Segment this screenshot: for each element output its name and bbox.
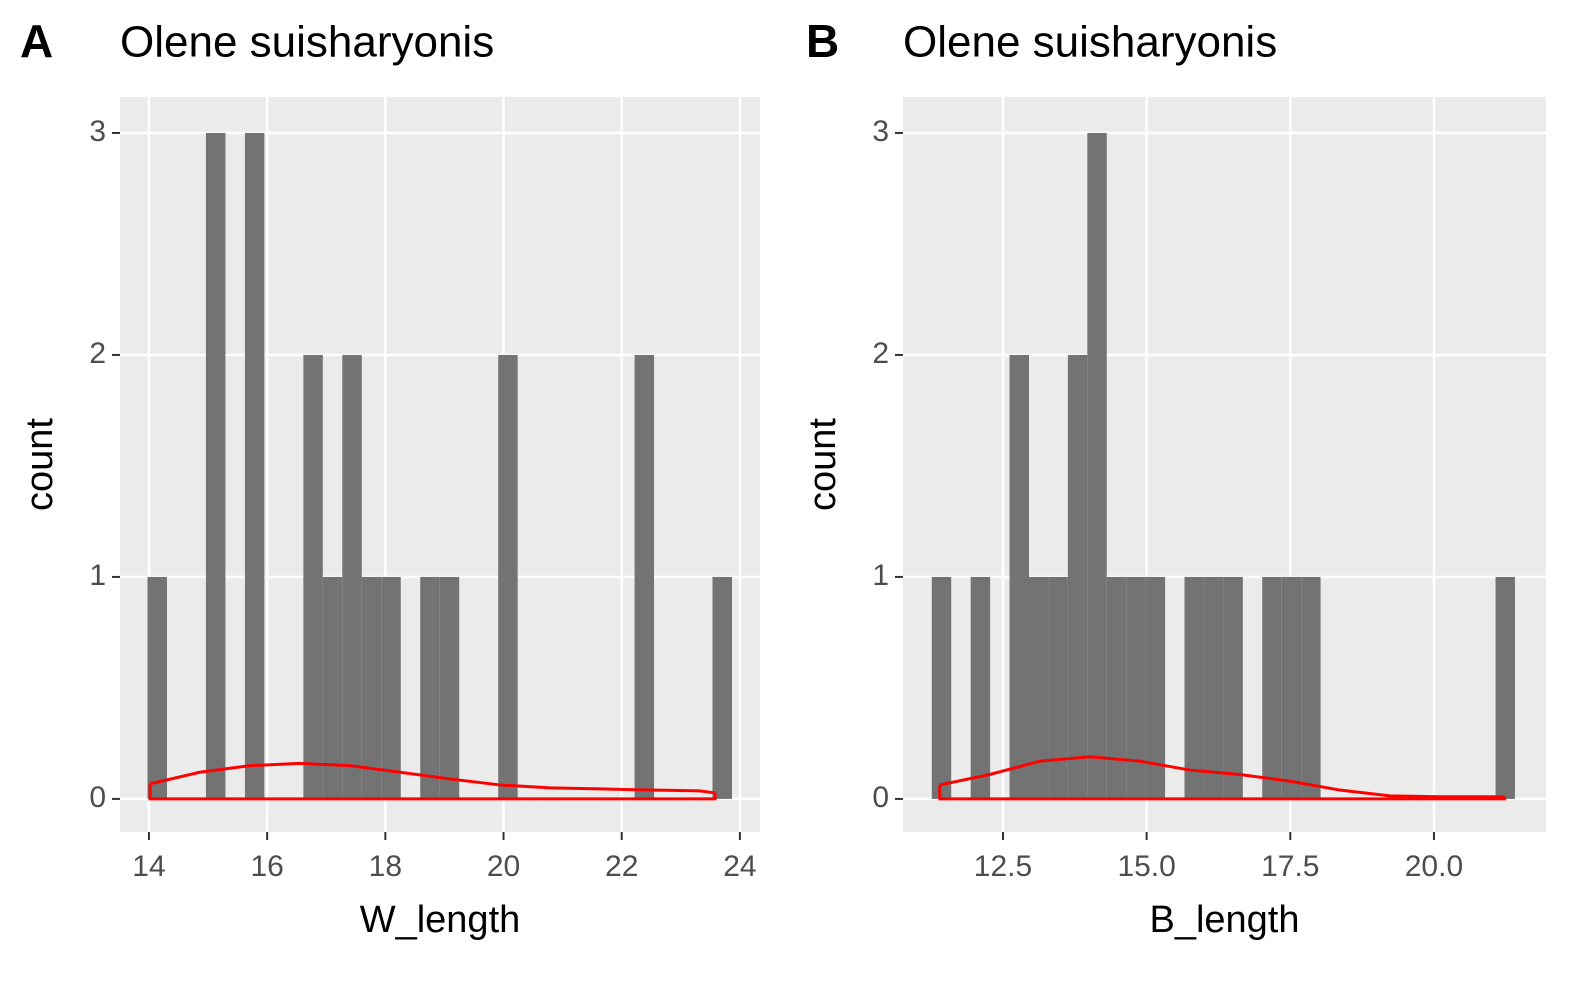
histogram-bar (322, 576, 343, 799)
y-tick-label: 0 (89, 781, 106, 814)
histogram-bar (1048, 576, 1068, 799)
x-tick-label: 20.0 (1405, 850, 1463, 883)
density-curve (939, 755, 1505, 799)
histogram-bar (439, 576, 460, 799)
y-axis-label: count (19, 418, 61, 511)
histogram-bar (1087, 132, 1107, 799)
y-tick-label: 2 (89, 337, 106, 370)
histogram-bar (361, 576, 382, 799)
histogram-bar (342, 354, 362, 799)
y-tick-label: 0 (872, 781, 889, 814)
y-tick-label: 1 (872, 559, 889, 592)
x-tick-label: 22 (605, 850, 638, 883)
histogram-bar (970, 576, 991, 799)
histogram-bar (381, 576, 401, 799)
histogram-bar (931, 576, 952, 799)
histogram-bar (1106, 576, 1127, 799)
panel-tag: B (806, 15, 839, 67)
x-axis-label: W_length (360, 899, 521, 941)
density-curve (149, 761, 716, 795)
x-tick-label: 17.5 (1261, 850, 1319, 883)
histogram-bar (1184, 576, 1204, 799)
histogram-bar (1009, 354, 1030, 799)
panel-tag: A (20, 15, 53, 67)
y-tick-label: 1 (89, 559, 106, 592)
x-tick-label: 16 (250, 850, 283, 883)
histogram-bar (1203, 576, 1224, 799)
histogram-bar (1029, 576, 1049, 799)
histogram-bar (1301, 576, 1321, 799)
histogram-bar (1262, 576, 1282, 799)
panel-title: Olene suisharyonis (120, 18, 494, 67)
histogram-bar (1126, 576, 1146, 799)
x-axis-label: B_length (1149, 899, 1299, 941)
x-tick-label: 14 (132, 850, 165, 883)
histogram-bar (1281, 576, 1302, 799)
x-tick-label: 24 (723, 850, 756, 883)
x-tick-label: 18 (369, 850, 402, 883)
histogram-bar (1223, 576, 1243, 799)
histogram-bar (712, 576, 732, 799)
x-tick-label: 15.0 (1117, 850, 1175, 883)
histogram-bar (205, 132, 226, 799)
histogram-bar (634, 354, 655, 799)
x-tick-label: 20 (487, 850, 520, 883)
x-tick-label: 12.5 (974, 850, 1032, 883)
y-tick-label: 3 (89, 115, 106, 148)
histogram-bar (420, 576, 440, 799)
histogram-bar (1145, 576, 1166, 799)
y-axis-label: count (802, 418, 844, 511)
histogram-bar (1067, 354, 1088, 799)
histogram-bar (147, 576, 167, 799)
histogram-bar (1495, 576, 1515, 799)
histogram-bar (498, 354, 518, 799)
y-tick-label: 3 (872, 115, 889, 148)
histogram-bar (303, 354, 323, 799)
y-tick-label: 2 (872, 337, 889, 370)
panel-title: Olene suisharyonis (903, 18, 1277, 67)
density-baseline (148, 783, 717, 801)
histogram-bar (244, 132, 265, 799)
